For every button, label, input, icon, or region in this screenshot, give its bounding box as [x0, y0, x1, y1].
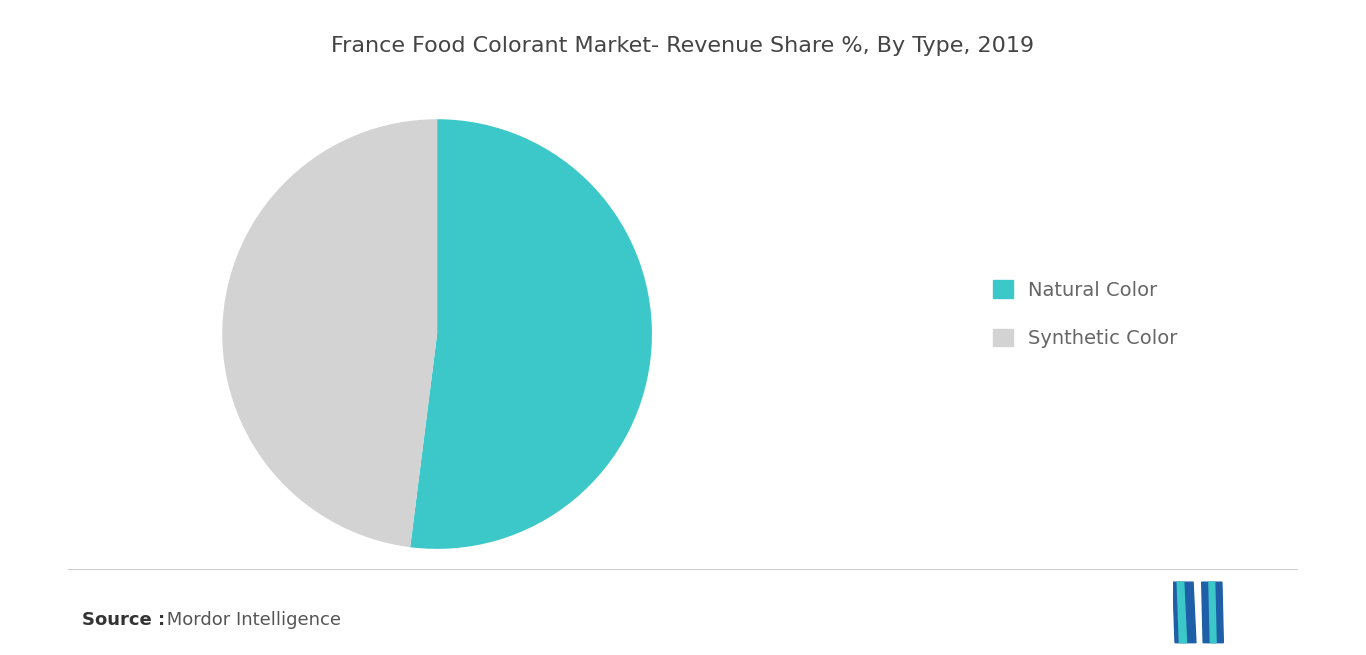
Text: Source :: Source :: [82, 611, 165, 629]
Wedge shape: [223, 119, 437, 547]
Text: Mordor Intelligence: Mordor Intelligence: [161, 611, 342, 629]
Text: France Food Colorant Market- Revenue Share %, By Type, 2019: France Food Colorant Market- Revenue Sha…: [332, 36, 1034, 56]
Polygon shape: [1177, 582, 1187, 643]
Polygon shape: [1202, 582, 1224, 643]
Legend: Natural Color, Synthetic Color: Natural Color, Synthetic Color: [993, 280, 1177, 348]
Wedge shape: [410, 119, 652, 549]
Polygon shape: [1173, 582, 1197, 643]
Polygon shape: [1209, 582, 1216, 643]
